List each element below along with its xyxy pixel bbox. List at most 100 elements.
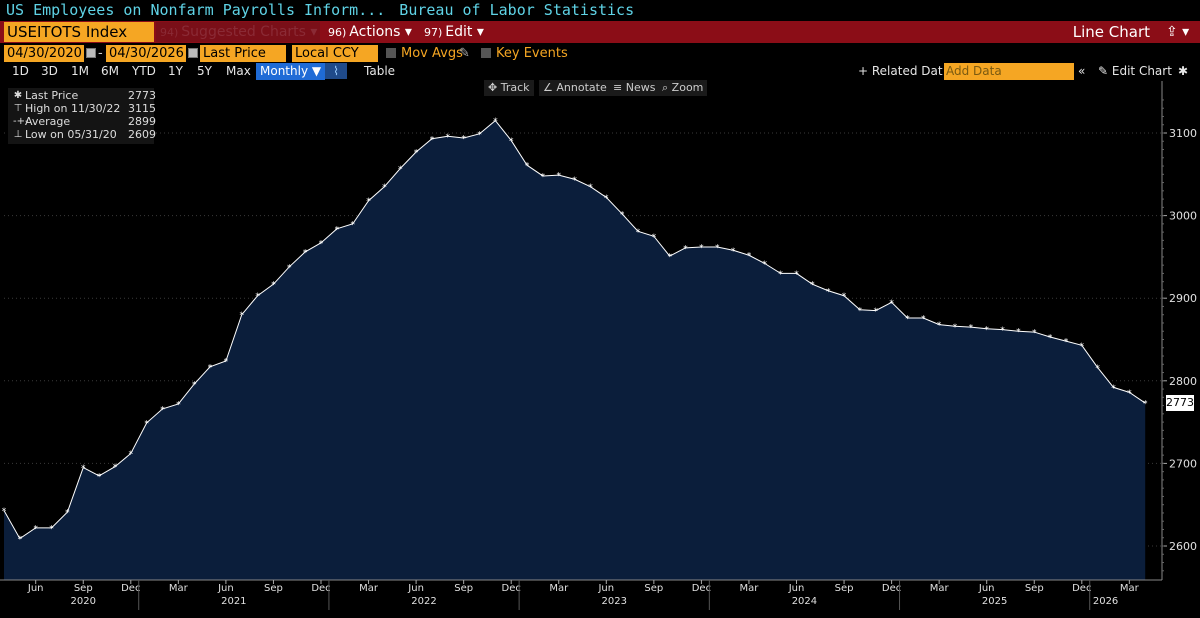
edit-button[interactable]: 97) Edit ▾ [420,22,484,42]
mov-avgs-label[interactable]: Mov Avgs [401,46,463,61]
news-icon: ≡ [613,81,623,94]
chart-type-label[interactable]: Line Chart [1072,23,1150,41]
end-calendar-icon[interactable] [188,48,198,58]
x-tick-label: Sep [1025,583,1044,594]
data-point: * [287,263,292,273]
series-area [4,120,1146,581]
y-tick-label: 2700 [1169,457,1197,470]
track-tool[interactable]: ✥ Track [484,80,534,96]
data-point: * [572,176,577,186]
settings-gear-icon[interactable]: ✱ [1178,64,1189,78]
actions-button[interactable]: 96) Actions ▾ [324,22,412,42]
series-source: Bureau of Labor Statistics [399,1,635,19]
y-tick-label: 3000 [1169,210,1197,223]
legend-avg-value: 2899 [128,115,156,128]
data-point: * [588,183,593,193]
range-1d[interactable]: 1D [12,64,29,78]
legend-avg-label: Average [25,115,71,128]
data-point: * [874,307,879,317]
zoom-tool[interactable]: ⌕ Zoom [658,80,708,96]
y-tick-label: 2600 [1169,540,1197,553]
frequency-select[interactable]: Monthly ▼ [256,63,326,80]
key-events-label[interactable]: Key Events [496,46,568,61]
range-1y[interactable]: 1Y [168,64,183,78]
data-point: * [271,281,276,291]
range-ytd[interactable]: YTD [132,64,156,78]
range-3d[interactable]: 3D [41,64,58,78]
data-point: * [842,292,847,302]
x-tick-label: Dec [502,583,521,594]
frequency-label: Monthly [260,64,309,78]
collapse-icon[interactable]: « [1078,64,1086,78]
data-point: * [81,464,86,474]
range-6m[interactable]: 6M [101,64,119,78]
data-point: * [240,311,245,321]
data-point: * [905,315,910,325]
data-point: * [1048,334,1053,344]
data-point: * [160,405,165,415]
x-tick-label: Jun [217,583,234,594]
data-point: * [747,252,752,262]
y-tick-label: 2900 [1169,292,1197,305]
data-point: * [176,400,181,410]
range-1m[interactable]: 1M [71,64,89,78]
edit-label: Edit [445,24,473,40]
pencil-icon[interactable]: ✎ [459,46,470,61]
legend-row-high: ⊤ High on 11/30/22 3115 [11,102,156,115]
news-tool[interactable]: ≡ News [609,80,660,96]
mov-avgs-checkbox[interactable] [386,48,396,58]
edit-number: 97) [424,26,443,39]
x-tick-label: Mar [1120,583,1140,594]
currency-select[interactable]: Local CCY [292,45,378,62]
legend-last-value: 2773 [128,89,156,102]
data-point: * [826,287,831,297]
x-year-label: 2020 [71,596,96,607]
range-max[interactable]: Max [226,64,251,78]
data-point: * [493,117,498,127]
data-point: * [699,243,704,253]
options-bar: 04/30/2020 - 04/30/2026 Last Price Local… [0,44,1200,63]
ticker-field[interactable]: USEITOTS Index [4,22,154,42]
range-5y[interactable]: 5Y [197,64,212,78]
suggested-charts-label: Suggested Charts [181,24,306,40]
data-point: * [683,244,688,254]
x-year-label: 2026 [1093,596,1118,607]
x-tick-label: Jun [407,583,424,594]
share-icon[interactable]: ⇪ ▾ [1166,24,1190,40]
data-point: * [969,324,974,334]
start-date-field[interactable]: 04/30/2020 [4,45,84,62]
suggested-charts-number: 94) [160,26,179,39]
related-data-button[interactable]: + Related Dat [858,64,943,78]
range-bar: 1D 3D 1M 6M YTD 1Y 5Y Max Monthly ▼ ⌇ Ta… [0,63,1200,81]
data-point: * [557,172,562,182]
key-events-checkbox[interactable] [481,48,491,58]
table-button[interactable]: Table [364,64,396,78]
zoom-icon: ⌕ [662,81,669,94]
x-year-label: 2021 [221,596,246,607]
annotate-tool[interactable]: ∠ Annotate [539,80,611,96]
edit-chart-button[interactable]: ✎ Edit Chart [1098,63,1172,80]
x-tick-label: Jun [788,583,805,594]
data-point: * [319,239,324,249]
x-tick-label: Sep [644,583,663,594]
add-data-input[interactable]: Add Data [944,63,1074,80]
data-point: * [18,535,23,545]
data-point: * [382,183,387,193]
legend-low-label: Low on 05/31/20 [25,128,117,141]
line-chart-icon[interactable]: ⌇ [325,63,347,79]
data-point: * [335,225,340,235]
price-field-select[interactable]: Last Price [200,45,286,62]
x-tick-label: Mar [740,583,760,594]
data-point: * [1095,364,1100,374]
data-point: * [366,197,371,207]
data-point: * [984,325,989,335]
last-price-marker-icon: ✱ [13,90,23,101]
start-calendar-icon[interactable] [86,48,96,58]
x-axis: Jun Sep Dec Mar Jun Sep Dec Mar Jun Sep Dec Mar Jun S… [0,579,1162,610]
x-tick-label: Mar [549,583,569,594]
legend-row-low: ⊥ Low on 05/31/20 2609 [11,128,156,141]
data-point: * [604,194,609,204]
y-tick-label: 3100 [1169,127,1197,140]
end-date-field[interactable]: 04/30/2026 [106,45,186,62]
chart-area[interactable]: * * * * * * * * * * * * * * * * * * * * * * * * * * * * * * * * * * * * * * * *… [0,81,1200,618]
